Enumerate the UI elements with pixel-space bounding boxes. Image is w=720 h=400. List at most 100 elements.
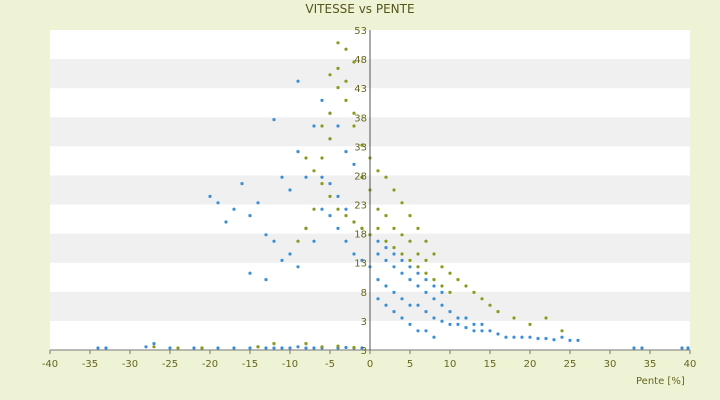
data-point-series-1 <box>432 335 436 339</box>
x-ticks: -40 -35 -30 -25 -20 -15 -10 -5 0 5 10 15 20 25 30 35 40 <box>42 350 697 370</box>
data-point-series-1 <box>344 207 348 211</box>
data-point-series-1 <box>384 246 388 250</box>
data-point-series-1 <box>384 258 388 262</box>
y-tick-label: 28 <box>354 171 367 182</box>
data-point-series-1 <box>464 326 468 330</box>
data-point-series-1 <box>232 346 236 350</box>
data-point-series-1 <box>560 335 564 339</box>
y-tick-label: 48 <box>354 55 367 66</box>
data-point-series-2 <box>272 342 276 346</box>
data-point-series-1 <box>440 303 444 307</box>
data-point-series-1 <box>392 310 396 314</box>
data-point-series-2 <box>304 226 308 230</box>
data-point-series-2 <box>376 169 380 173</box>
data-point-series-2 <box>464 284 468 288</box>
data-point-series-2 <box>408 239 412 243</box>
data-point-series-2 <box>400 252 404 256</box>
data-point-series-2 <box>312 207 316 211</box>
data-point-series-1 <box>272 239 276 243</box>
data-point-series-1 <box>232 207 236 211</box>
data-point-series-1 <box>320 207 324 211</box>
data-point-series-1 <box>384 303 388 307</box>
x-tick-label: -5 <box>325 359 335 370</box>
data-point-series-1 <box>424 290 428 294</box>
data-point-series-2 <box>352 111 356 115</box>
data-point-series-2 <box>320 124 324 128</box>
data-point-series-1 <box>328 214 332 218</box>
data-point-series-1 <box>336 194 340 198</box>
data-point-series-1 <box>376 278 380 282</box>
data-point-series-2 <box>440 284 444 288</box>
data-point-series-1 <box>208 194 212 198</box>
data-point-series-2 <box>424 271 428 275</box>
data-point-series-1 <box>408 303 412 307</box>
data-point-series-1 <box>344 150 348 154</box>
data-point-series-2 <box>416 252 420 256</box>
data-point-series-1 <box>288 188 292 192</box>
data-point-series-2 <box>336 66 340 70</box>
data-point-series-1 <box>400 316 404 320</box>
data-point-series-1 <box>152 342 156 346</box>
data-point-series-2 <box>336 344 340 348</box>
x-tick-label: 0 <box>367 359 373 370</box>
data-point-series-1 <box>440 319 444 323</box>
data-point-series-1 <box>224 220 228 224</box>
y-tick-label: 38 <box>354 113 367 124</box>
data-point-series-1 <box>192 346 196 350</box>
data-point-series-1 <box>376 252 380 256</box>
data-point-series-2 <box>560 329 564 333</box>
data-point-series-1 <box>400 271 404 275</box>
data-point-series-1 <box>296 345 300 349</box>
data-point-series-2 <box>328 137 332 141</box>
x-tick-label: 40 <box>684 359 697 370</box>
data-point-series-2 <box>400 233 404 237</box>
data-point-series-2 <box>488 303 492 307</box>
data-point-series-1 <box>320 98 324 102</box>
data-point-series-1 <box>280 175 284 179</box>
data-point-series-1 <box>416 284 420 288</box>
x-tick-label: -40 <box>42 359 58 370</box>
data-point-series-1 <box>288 346 292 350</box>
data-point-series-1 <box>104 346 108 350</box>
data-point-series-1 <box>448 310 452 314</box>
data-point-series-1 <box>352 252 356 256</box>
data-point-series-2 <box>320 345 324 349</box>
data-point-series-1 <box>280 258 284 262</box>
data-point-series-1 <box>528 335 532 339</box>
data-point-series-1 <box>488 329 492 333</box>
x-tick-label: 10 <box>444 359 457 370</box>
data-point-series-1 <box>296 79 300 83</box>
data-point-series-2 <box>376 226 380 230</box>
data-point-series-1 <box>686 346 690 350</box>
data-point-series-2 <box>344 214 348 218</box>
data-point-series-1 <box>456 322 460 326</box>
data-point-series-1 <box>216 201 220 205</box>
data-point-series-2 <box>384 175 388 179</box>
y-tick-label: 8 <box>361 288 367 299</box>
data-point-series-2 <box>400 201 404 205</box>
data-point-series-1 <box>144 345 148 349</box>
data-point-series-2 <box>432 252 436 256</box>
data-point-series-1 <box>272 118 276 122</box>
y-tick-label: 18 <box>354 230 367 241</box>
data-point-series-1 <box>432 297 436 301</box>
x-tick-label: 25 <box>564 359 577 370</box>
x-axis-label: Pente [%] <box>636 376 685 387</box>
data-point-series-2 <box>336 41 340 45</box>
data-point-series-1 <box>472 322 476 326</box>
data-point-series-2 <box>304 342 308 346</box>
data-point-series-2 <box>352 220 356 224</box>
data-point-series-1 <box>448 322 452 326</box>
data-point-series-1 <box>344 239 348 243</box>
data-point-series-1 <box>496 332 500 336</box>
data-point-series-2 <box>416 226 420 230</box>
data-point-series-2 <box>456 278 460 282</box>
data-point-series-1 <box>264 346 268 350</box>
x-tick-label: -25 <box>162 359 178 370</box>
data-point-series-1 <box>336 226 340 230</box>
data-point-series-1 <box>568 338 572 342</box>
data-point-series-1 <box>240 182 244 186</box>
data-point-series-1 <box>416 329 420 333</box>
